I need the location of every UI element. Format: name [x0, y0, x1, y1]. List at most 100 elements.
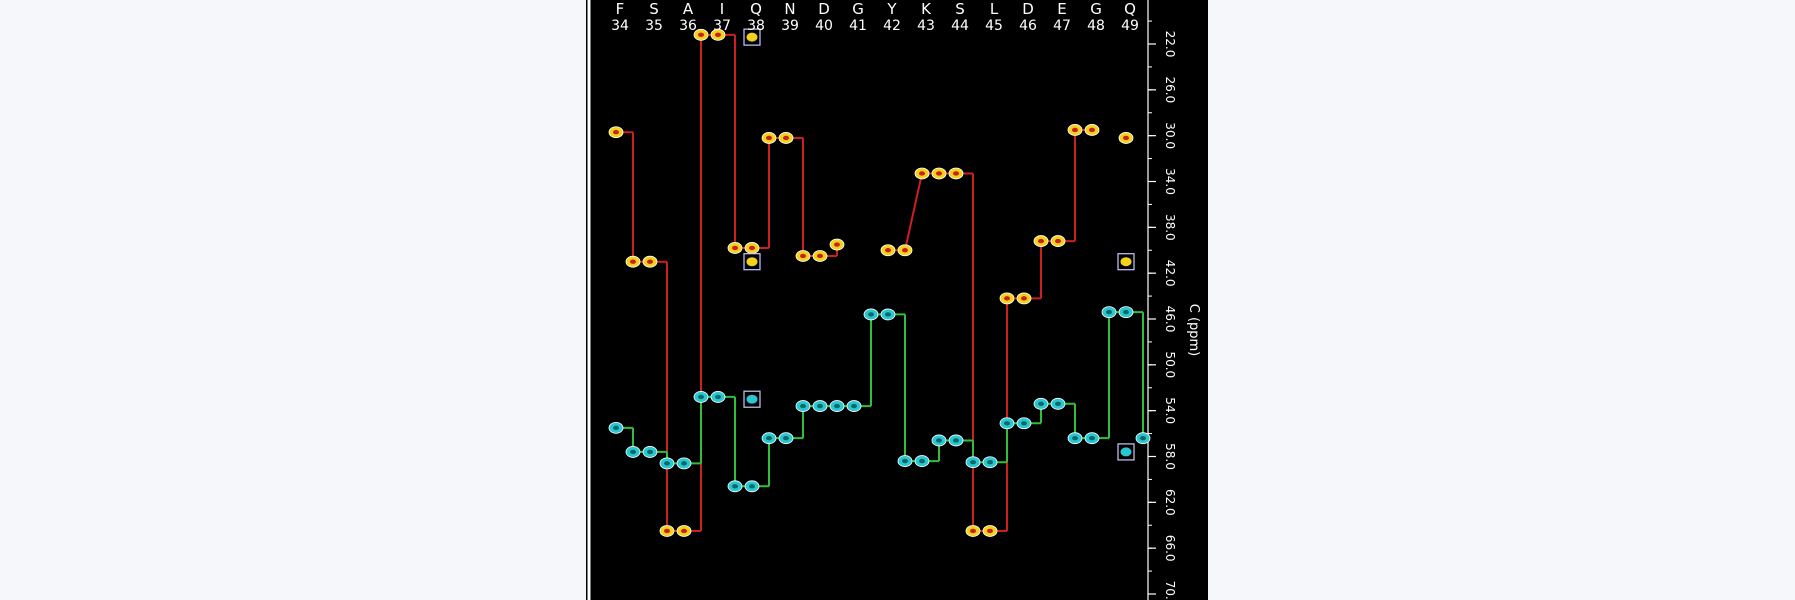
cb-peak-core [1055, 238, 1061, 244]
cb-peak-core [766, 135, 772, 141]
cb-peak-core [630, 259, 636, 264]
residue-code-label: L [990, 0, 999, 18]
cb-peak-core [953, 171, 959, 176]
ca-peak-core [953, 438, 959, 443]
connectivity-links [616, 33, 1144, 532]
residue-number-label: 40 [815, 18, 833, 34]
residue-number-label: 48 [1087, 18, 1105, 34]
boxed-peak-frame [1117, 253, 1135, 271]
boxed-peak-frame [743, 28, 761, 46]
cb-peak-core [715, 32, 721, 38]
y-tick-label: 50.0 [1163, 351, 1177, 378]
residue-code-label: F [616, 0, 625, 18]
residue-code-label: D [1022, 0, 1034, 18]
cb-peak-core [987, 528, 993, 534]
ca-peak-core [970, 460, 976, 465]
cb-peak-core [698, 32, 704, 38]
ca-peak-core [1106, 309, 1112, 315]
residue-number-label: 36 [679, 18, 697, 34]
cb-peak-core [1123, 135, 1129, 141]
ca-peak-core [817, 403, 823, 409]
residue-number-label: 44 [951, 18, 969, 34]
cb-peak-core [647, 259, 653, 264]
boxed-peak [1120, 257, 1132, 267]
ca-peak-core [647, 449, 653, 455]
cb-peak-core [885, 248, 891, 253]
ca-peak-core [1021, 421, 1027, 426]
residue-number-label: 34 [611, 18, 629, 34]
residue-number-label: 35 [645, 18, 663, 34]
y-tick-label: 42.0 [1163, 260, 1177, 287]
cb-peak-core [970, 528, 976, 534]
y-tick-label: 22.0 [1163, 31, 1177, 58]
residue-number-label: 49 [1121, 18, 1139, 34]
ca-peak-core [766, 435, 772, 441]
residue-number-label: 41 [849, 18, 867, 34]
y-tick-label: 46.0 [1163, 306, 1177, 333]
strip-plot-svg: F34S35A36I37Q38N39D40G41Y42K43S44L45D46E… [587, 0, 1201, 600]
residue-code-label: D [818, 0, 830, 18]
residue-number-label: 45 [985, 18, 1003, 34]
residue-code-label: Q [750, 0, 762, 18]
residue-number-label: 42 [883, 18, 901, 34]
cb-peak-core [1072, 127, 1078, 133]
ca-peak-core [919, 458, 925, 464]
cb-peak-core [902, 248, 908, 253]
ca-peak-core [1038, 401, 1044, 406]
y-tick-label: 38.0 [1163, 214, 1177, 241]
residue-code-label: N [784, 0, 795, 18]
y-axis-ticks: 22.0 26.0 30.0 34.0 38.0 42.0 46.0 50.0 54.0 58.0… [1148, 20, 1177, 600]
ca-peak-core [613, 425, 619, 431]
residue-code-label: Y [886, 0, 897, 18]
cb-peak-core [919, 171, 925, 176]
ca-peak-core [715, 394, 721, 400]
boxed-peak-frame [743, 253, 761, 271]
residue-number-label: 46 [1019, 18, 1037, 34]
cb-peak-core [800, 253, 806, 259]
y-tick-label: 62.0 [1163, 489, 1177, 516]
ca-peak-core [885, 312, 891, 317]
ca-peak-core [749, 484, 755, 489]
cb-peak-core [664, 528, 670, 534]
ca-peak-core [834, 403, 840, 409]
ca-peak-core [1072, 435, 1078, 441]
residue-code-label: K [921, 0, 932, 18]
ca-peak-core [1140, 435, 1146, 441]
boxed-peak [746, 257, 758, 267]
boxed-peak [746, 394, 758, 404]
ca-peak-core [936, 438, 942, 443]
residue-code-label: G [852, 0, 864, 18]
boxed-peak [1120, 447, 1132, 457]
ca-peak-core [1055, 401, 1061, 406]
residue-code-label: S [955, 0, 965, 18]
ca-peak-core [698, 394, 704, 400]
residue-code-label: E [1057, 0, 1066, 18]
residue-number-label: 37 [713, 18, 731, 34]
cb-peak-core [817, 253, 823, 259]
cb-peak-core [936, 171, 942, 176]
residue-labels: F34S35A36I37Q38N39D40G41Y42K43S44L45D46E… [611, 0, 1139, 34]
boxed-peak-frame [1117, 443, 1135, 461]
ca-peak-core [732, 484, 738, 489]
cb-peak-core [681, 528, 687, 534]
ca-peak-core [851, 403, 857, 409]
cb-link-h [904, 173, 923, 251]
y-tick-label: 34.0 [1163, 168, 1177, 195]
peak-markers [608, 28, 1151, 537]
cb-peak-core [1089, 127, 1095, 133]
cb-peak-core [732, 245, 738, 251]
ca-peak-core [664, 461, 670, 466]
spectrum-strip-plot: F 34 S 35 A 36 I 37 Q 38 N 39 D 40 G 41 Y 42 K 43 S 44 L 45 D 46 E… [586, 0, 1208, 600]
residue-code-label: A [683, 0, 694, 18]
cb-peak-core [613, 130, 619, 135]
residue-number-label: 43 [917, 18, 935, 34]
y-tick-label: 70.0 [1163, 581, 1177, 600]
y-axis-label: C (ppm) [1186, 304, 1201, 357]
residue-number-label: 47 [1053, 18, 1071, 34]
residue-code-label: G [1090, 0, 1102, 18]
ca-peak-core [1004, 421, 1010, 426]
ca-peak-core [681, 461, 687, 466]
cb-peak-core [749, 245, 755, 251]
y-tick-label: 66.0 [1163, 535, 1177, 562]
ca-peak-core [800, 403, 806, 409]
